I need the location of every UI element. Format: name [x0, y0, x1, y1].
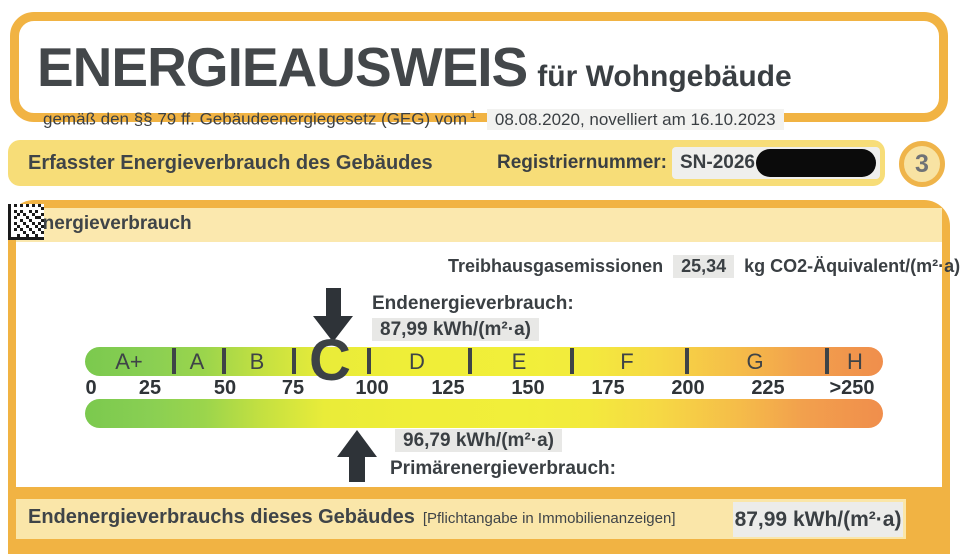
page-number-badge: 3: [899, 141, 945, 187]
scale-tick: [570, 348, 574, 374]
law-reference-line: gemäß den §§ 79 ff. Gebäudeenergiegesetz…: [43, 108, 784, 130]
page-subtitle: für Wohngebäude: [537, 60, 792, 93]
emissions-row: Treibhausgasemissionen 25,34 kg CO2-Äqui…: [448, 255, 960, 278]
footer-value-box: 87,99 kWh/(m²·a): [733, 502, 903, 537]
certificate-title-row: ENERGIEAUSWEIS für Wohngebäude: [37, 35, 792, 99]
energy-efficiency-scale: A+ A B D E F G H C 0 25 50 75 100 125 15…: [85, 332, 883, 428]
scale-tick-label: 150: [511, 377, 545, 399]
footer-note: [Pflichtangabe in Immobilienanzeigen]: [422, 510, 676, 527]
scale-class-a: A: [189, 349, 205, 374]
scale-tick: [825, 348, 829, 374]
scale-tick-label: 225: [751, 377, 785, 399]
law-dates: 08.08.2020, novelliert am 16.10.2023: [486, 108, 784, 130]
up-arrow-icon: [349, 455, 365, 482]
registry-number-value: SN-2026: [680, 152, 755, 173]
redaction-bar: [756, 149, 876, 177]
scale-class-d: D: [409, 349, 425, 374]
primary-energy-value: 96,79 kWh/(m²·a): [395, 429, 562, 452]
info-bar-title: Erfasster Energieverbrauch des Gebäudes: [28, 152, 433, 174]
up-arrow-head-icon: [337, 430, 377, 457]
section-title-strip: [16, 208, 942, 242]
datamatrix-icon: [8, 204, 44, 240]
end-energy-label: Endenergieverbrauch:: [372, 293, 574, 314]
down-arrow-head-icon: [313, 316, 353, 342]
info-bar: Erfasster Energieverbrauch des Gebäudes …: [8, 140, 885, 186]
scale-tick: [468, 348, 472, 374]
scale-tick-label: >250: [829, 377, 875, 399]
scale-axis-numbers: 0 25 50 75 100 125 150 175 200 225 >250: [85, 377, 883, 399]
scale-tick-label: 100: [355, 377, 389, 399]
page-title: ENERGIEAUSWEIS: [37, 36, 528, 98]
footer-title: Endenergieverbrauchs dieses Gebäudes: [28, 506, 415, 528]
scale-tick: [367, 348, 371, 374]
registry-number-field: SN-2026: [672, 147, 880, 179]
certificate-header-box: ENERGIEAUSWEIS für Wohngebäude gemäß den…: [10, 12, 948, 130]
scale-tick: [685, 348, 689, 374]
scale-tick-label: 125: [431, 377, 465, 399]
scale-tick: [222, 348, 226, 374]
emissions-unit: kg CO2-Äquivalent/(m²·a): [744, 256, 960, 276]
scale-tick: [292, 348, 296, 374]
scale-class-f: F: [620, 349, 634, 374]
scale-tick: [172, 348, 176, 374]
emissions-label: Treibhausgasemissionen: [448, 256, 664, 276]
current-class-marker: C: [309, 328, 351, 393]
scale-tick-label: 50: [213, 377, 237, 399]
scale-tick-label: 175: [591, 377, 625, 399]
energy-scale-band-bottom: [85, 399, 883, 428]
down-arrow-icon: [326, 288, 341, 318]
scale-tick-label: 75: [281, 377, 305, 399]
scale-class-a-plus: A+: [115, 349, 143, 374]
scale-class-e: E: [511, 349, 527, 374]
emissions-value: 25,34: [673, 255, 735, 278]
scale-class-b: B: [249, 349, 265, 374]
registry-number-label: Registriernummer:: [497, 152, 667, 173]
section-title: Energieverbrauch: [30, 213, 192, 234]
scale-class-g: G: [746, 349, 764, 374]
scale-tick-label: 0: [85, 377, 97, 399]
end-energy-value: 87,99 kWh/(m²·a): [372, 318, 539, 341]
law-prefix: gemäß den §§ 79 ff. Gebäudeenergiegesetz…: [43, 109, 467, 129]
energy-scale-band-top: A+ A B D E F G H C: [85, 332, 883, 390]
footer-text-row: Endenergieverbrauchs dieses Gebäudes [Pf…: [28, 506, 675, 529]
scale-class-h: H: [847, 349, 863, 374]
footnote-marker: 1: [470, 109, 477, 121]
primary-energy-label: Primärenergieverbrauch:: [390, 458, 616, 479]
scale-tick-label: 200: [671, 377, 705, 399]
scale-tick-label: 25: [138, 377, 162, 399]
